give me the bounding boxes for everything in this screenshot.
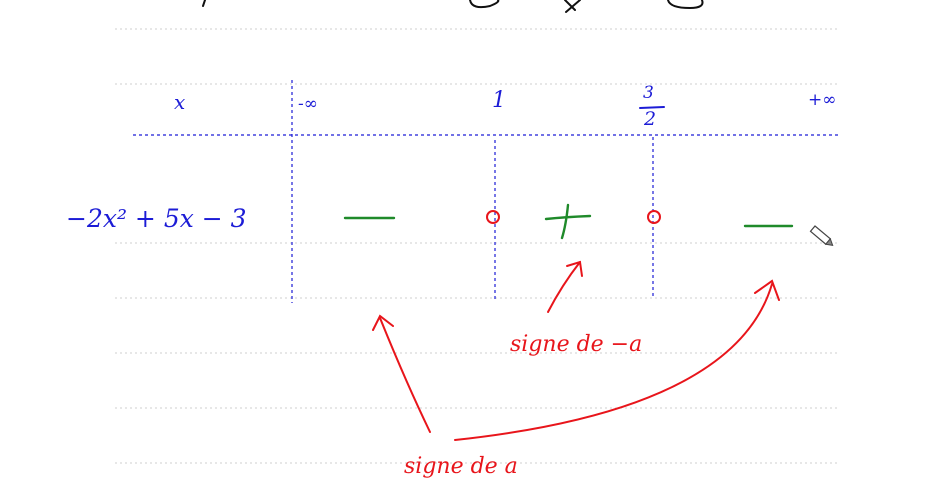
plus-sign-middle: [544, 203, 592, 240]
ruled-lines: [115, 28, 840, 464]
cropped-stroke: [667, 0, 704, 10]
arrow-to-right-sign: [454, 283, 773, 441]
cropped-stroke: [202, 0, 206, 7]
arrowhead-middle: [566, 260, 583, 277]
pencil-cursor-icon: [809, 225, 834, 247]
red-arrows: [372, 260, 780, 441]
value-plus-infinity: +∞: [808, 90, 837, 110]
note-signe-de-a: signe de a: [404, 454, 518, 479]
sign-table-grid: [133, 80, 838, 303]
fraction-numerator-3: 3: [643, 83, 654, 103]
arrow-to-middle-sign: [547, 261, 581, 313]
arrow-to-left-sign: [379, 317, 431, 433]
fraction-denominator-2: 2: [644, 108, 657, 130]
fraction-bar: [639, 106, 665, 109]
value-minus-infinity: -∞: [298, 94, 318, 114]
red-zero-marks: [486, 210, 661, 224]
header-variable-x: x: [174, 90, 186, 114]
arrowhead-left: [372, 314, 394, 331]
row-expression: −2x² + 5x − 3: [66, 204, 247, 233]
green-sign-marks: [343, 203, 794, 240]
note-signe-de-minus-a: signe de −a: [510, 332, 643, 357]
value-one: 1: [492, 88, 506, 113]
cropped-stroke: [564, 0, 581, 13]
arrowhead-right: [754, 279, 780, 301]
zero-at-3-over-2: [647, 210, 661, 224]
cropped-stroke: [469, 0, 500, 9]
cropped-handwriting-top: [202, 0, 704, 13]
zero-at-1: [486, 210, 500, 224]
